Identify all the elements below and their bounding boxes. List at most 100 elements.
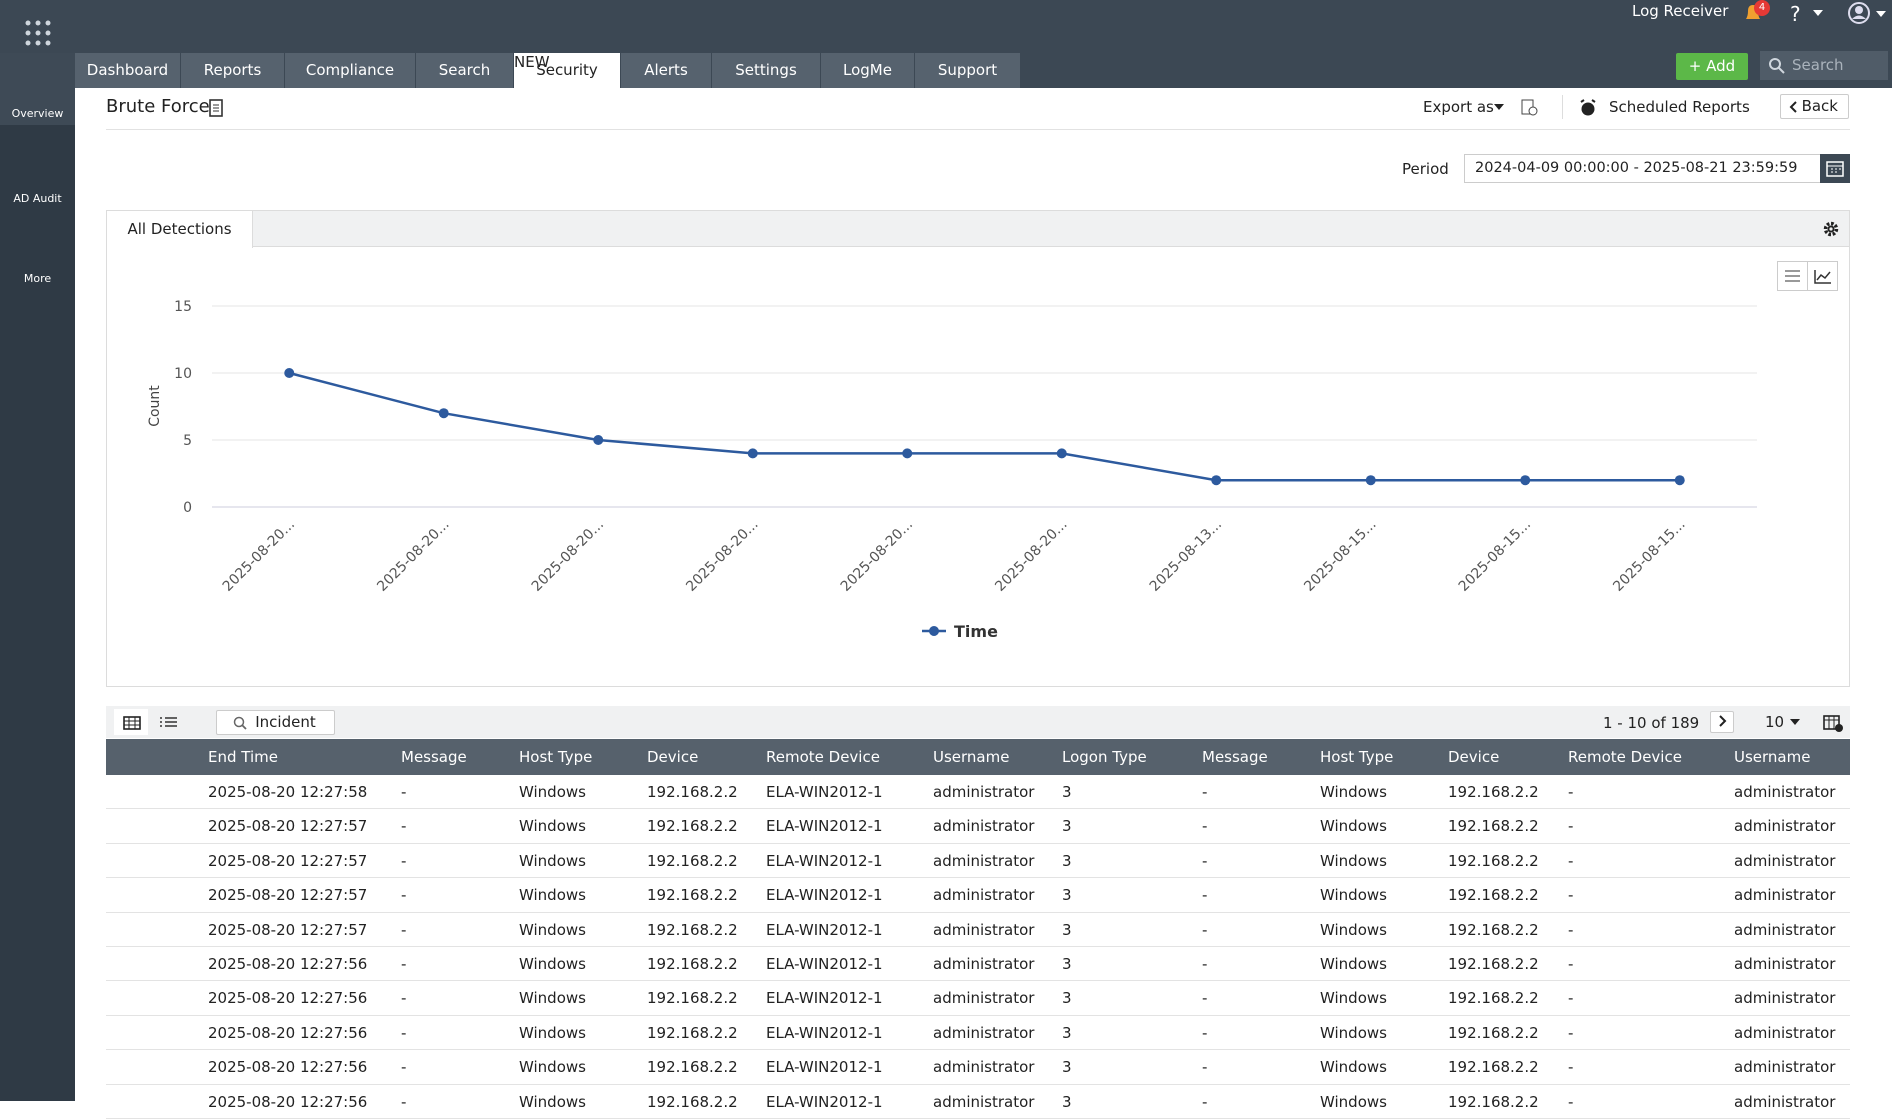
x-tick-label: 2025-08-20... [683, 517, 761, 595]
data-point[interactable] [1520, 475, 1531, 486]
table-cell: 2025-08-20 12:27:56 [208, 955, 368, 973]
table-cell: ELA-WIN2012-1 [766, 783, 883, 801]
nav-tab[interactable]: Reports [181, 53, 285, 88]
data-point[interactable] [1365, 475, 1376, 486]
table-cell: 192.168.2.2 [647, 1023, 738, 1042]
table-cell: 3 [1062, 1092, 1072, 1111]
table-cell: - [1568, 1058, 1574, 1077]
x-tick-label: 2025-08-20... [374, 517, 452, 595]
doc-icon[interactable] [208, 98, 224, 118]
column-chooser[interactable] [1822, 712, 1844, 734]
sidebar-label[interactable]: More [23, 272, 52, 285]
user-label[interactable]: Log Receiver [1632, 2, 1729, 20]
incident-button[interactable]: Incident [216, 710, 335, 735]
column-header[interactable]: Remote Device [1568, 748, 1682, 766]
add-plus: + [1688, 57, 1707, 75]
chart-options[interactable] [1777, 261, 1839, 291]
next-chevron [1719, 715, 1727, 727]
nav-tab[interactable]: Dashboard [75, 53, 181, 88]
nav-tab[interactable]: Compliance [285, 53, 416, 88]
legend-label[interactable]: Time [954, 622, 998, 641]
nav-tab[interactable]: Settings [712, 53, 821, 88]
export-menu[interactable]: Export as [1423, 98, 1494, 116]
table-cell: 3 [1062, 989, 1072, 1008]
report-title: Brute Force [106, 96, 210, 117]
table-cell: 2025-08-20 12:27:56 [208, 1023, 368, 1042]
settings-gear[interactable] [1822, 220, 1840, 238]
table-cell: - [1202, 886, 1208, 905]
nav-tab[interactable]: Alerts [621, 53, 712, 88]
sidebar-active [0, 53, 75, 125]
sidebar-label[interactable]: Overview [11, 107, 64, 120]
table-cell: administrator [1734, 1023, 1836, 1042]
row-divider [106, 877, 1850, 879]
column-header[interactable]: Host Type [1320, 748, 1394, 766]
avatar[interactable] [1848, 2, 1888, 26]
column-header[interactable]: Message [1202, 748, 1268, 766]
table-cell: - [1568, 817, 1574, 836]
data-point[interactable] [284, 368, 295, 378]
nav-tab[interactable]: Support [915, 53, 1021, 88]
nav-tab[interactable]: Security [514, 53, 621, 88]
table-cell: - [1202, 1023, 1208, 1042]
next-page[interactable] [1710, 711, 1734, 733]
table-cell: administrator [933, 817, 1035, 836]
column-header[interactable]: Logon Type [1062, 748, 1147, 766]
chart-tab[interactable]: All Detections [107, 211, 253, 248]
table-cell: 3 [1062, 783, 1072, 801]
add-button[interactable]: + Add [1676, 53, 1748, 80]
nav-tab[interactable]: LogMe [821, 53, 915, 88]
table-cell: - [401, 1092, 407, 1111]
search-box[interactable]: Search [1760, 51, 1888, 80]
column-header[interactable]: Username [1734, 748, 1811, 766]
sidebar-label[interactable]: AD Audit [13, 192, 62, 205]
table-cell: 192.168.2.2 [647, 1092, 738, 1111]
help-icon[interactable]: ? [1790, 2, 1801, 26]
table-cell: - [1202, 783, 1208, 801]
app-menu[interactable] [25, 20, 51, 46]
incident-label: Incident [255, 713, 316, 731]
table-cell: administrator [1734, 1092, 1836, 1111]
nav-tab[interactable]: Search [416, 53, 514, 88]
data-point[interactable] [1056, 448, 1067, 459]
data-point[interactable] [1211, 475, 1222, 486]
table-cell: Windows [1320, 817, 1387, 836]
data-point[interactable] [593, 435, 604, 445]
column-header[interactable]: Host Type [519, 748, 593, 766]
table-cell: administrator [1734, 955, 1836, 973]
column-header[interactable]: Device [1448, 748, 1500, 766]
table-cell: 192.168.2.2 [1448, 1092, 1539, 1111]
table-cell: ELA-WIN2012-1 [766, 851, 883, 870]
export-icon[interactable] [1520, 98, 1540, 118]
column-header[interactable]: Device [647, 748, 699, 766]
page-size[interactable]: 10 [1765, 713, 1785, 731]
table-cell: 192.168.2.2 [647, 886, 738, 905]
period-value: 2024-04-09 00:00:00 - 2025-08-21 23:59:5… [1475, 160, 1798, 176]
pagination-label: 1 - 10 of 189 [1603, 714, 1700, 732]
table-cell: administrator [933, 1092, 1035, 1111]
data-point[interactable] [747, 448, 758, 459]
calendar-button[interactable] [1820, 154, 1850, 183]
period-input[interactable]: 2024-04-09 00:00:00 - 2025-08-21 23:59:5… [1464, 154, 1850, 183]
scheduled-reports[interactable]: Scheduled Reports [1609, 98, 1750, 116]
column-header[interactable]: End Time [208, 748, 278, 766]
table-cell: ELA-WIN2012-1 [766, 989, 883, 1008]
row-divider [106, 1049, 1850, 1051]
data-point[interactable] [438, 408, 449, 419]
dropdown-arrow[interactable] [1812, 8, 1824, 18]
column-header[interactable]: Remote Device [766, 748, 880, 766]
table-cell: administrator [933, 989, 1035, 1008]
data-point[interactable] [902, 448, 913, 459]
x-tick-label: 2025-08-13... [1147, 517, 1225, 595]
table-cell: Windows [1320, 955, 1387, 973]
view-toggle[interactable] [114, 709, 184, 735]
table-cell: 3 [1062, 1058, 1072, 1077]
table-cell: ELA-WIN2012-1 [766, 1058, 883, 1077]
table-cell: 192.168.2.2 [1448, 886, 1539, 905]
export-label: Export as [1423, 98, 1494, 116]
data-point[interactable] [1674, 475, 1685, 486]
column-header[interactable]: Message [401, 748, 467, 766]
table-cell: 192.168.2.2 [1448, 989, 1539, 1008]
column-header[interactable]: Username [933, 748, 1010, 766]
table-cell: administrator [1734, 989, 1836, 1008]
